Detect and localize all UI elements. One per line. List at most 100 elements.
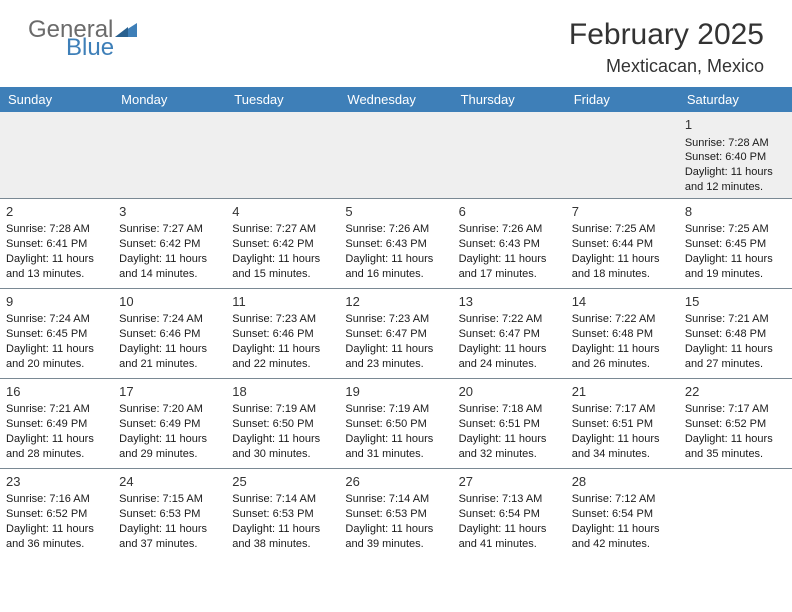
sunrise-text: Sunrise: 7:17 AM xyxy=(685,402,786,417)
calendar-cell: 22Sunrise: 7:17 AMSunset: 6:52 PMDayligh… xyxy=(679,378,792,468)
calendar-cell: 27Sunrise: 7:13 AMSunset: 6:54 PMDayligh… xyxy=(453,468,566,558)
day-number: 28 xyxy=(572,473,673,491)
day-number: 17 xyxy=(119,383,220,401)
calendar-row: 2Sunrise: 7:28 AMSunset: 6:41 PMDaylight… xyxy=(0,198,792,288)
daylight-text: Daylight: 11 hours and 23 minutes. xyxy=(345,342,446,372)
day-details: Sunrise: 7:26 AMSunset: 6:43 PMDaylight:… xyxy=(345,222,446,281)
sunrise-text: Sunrise: 7:23 AM xyxy=(345,312,446,327)
calendar-cell: 5Sunrise: 7:26 AMSunset: 6:43 PMDaylight… xyxy=(339,198,452,288)
sunrise-text: Sunrise: 7:23 AM xyxy=(232,312,333,327)
calendar-cell: 18Sunrise: 7:19 AMSunset: 6:50 PMDayligh… xyxy=(226,378,339,468)
sunset-text: Sunset: 6:49 PM xyxy=(119,417,220,432)
day-number: 20 xyxy=(459,383,560,401)
sunrise-text: Sunrise: 7:27 AM xyxy=(232,222,333,237)
sunrise-text: Sunrise: 7:18 AM xyxy=(459,402,560,417)
header: GeneralBlue February 2025 Mexticacan, Me… xyxy=(0,0,792,87)
day-details: Sunrise: 7:17 AMSunset: 6:51 PMDaylight:… xyxy=(572,402,673,461)
calendar-cell: 23Sunrise: 7:16 AMSunset: 6:52 PMDayligh… xyxy=(0,468,113,558)
sunset-text: Sunset: 6:46 PM xyxy=(232,327,333,342)
daylight-text: Daylight: 11 hours and 26 minutes. xyxy=(572,342,673,372)
calendar-cell: 20Sunrise: 7:18 AMSunset: 6:51 PMDayligh… xyxy=(453,378,566,468)
day-number: 18 xyxy=(232,383,333,401)
calendar-cell: 8Sunrise: 7:25 AMSunset: 6:45 PMDaylight… xyxy=(679,198,792,288)
sunrise-text: Sunrise: 7:19 AM xyxy=(232,402,333,417)
weekday-sunday: Sunday xyxy=(0,87,113,112)
day-number: 5 xyxy=(345,203,446,221)
day-number: 21 xyxy=(572,383,673,401)
daylight-text: Daylight: 11 hours and 28 minutes. xyxy=(6,432,107,462)
sunset-text: Sunset: 6:52 PM xyxy=(685,417,786,432)
day-details: Sunrise: 7:24 AMSunset: 6:46 PMDaylight:… xyxy=(119,312,220,371)
calendar-cell: 14Sunrise: 7:22 AMSunset: 6:48 PMDayligh… xyxy=(566,288,679,378)
daylight-text: Daylight: 11 hours and 38 minutes. xyxy=(232,522,333,552)
day-number: 4 xyxy=(232,203,333,221)
sunrise-text: Sunrise: 7:16 AM xyxy=(6,492,107,507)
day-details: Sunrise: 7:14 AMSunset: 6:53 PMDaylight:… xyxy=(232,492,333,551)
calendar-cell: 4Sunrise: 7:27 AMSunset: 6:42 PMDaylight… xyxy=(226,198,339,288)
sunrise-text: Sunrise: 7:28 AM xyxy=(685,136,786,151)
sunset-text: Sunset: 6:43 PM xyxy=(459,237,560,252)
sunrise-text: Sunrise: 7:15 AM xyxy=(119,492,220,507)
weekday-header-row: SundayMondayTuesdayWednesdayThursdayFrid… xyxy=(0,87,792,112)
sunset-text: Sunset: 6:50 PM xyxy=(345,417,446,432)
day-details: Sunrise: 7:23 AMSunset: 6:46 PMDaylight:… xyxy=(232,312,333,371)
location-subtitle: Mexticacan, Mexico xyxy=(569,56,764,77)
calendar-cell xyxy=(566,112,679,198)
sunrise-text: Sunrise: 7:27 AM xyxy=(119,222,220,237)
day-number: 15 xyxy=(685,293,786,311)
weekday-saturday: Saturday xyxy=(679,87,792,112)
day-number: 27 xyxy=(459,473,560,491)
sunset-text: Sunset: 6:49 PM xyxy=(6,417,107,432)
calendar-row: 23Sunrise: 7:16 AMSunset: 6:52 PMDayligh… xyxy=(0,468,792,558)
sunset-text: Sunset: 6:54 PM xyxy=(459,507,560,522)
calendar-cell xyxy=(113,112,226,198)
sunset-text: Sunset: 6:45 PM xyxy=(6,327,107,342)
daylight-text: Daylight: 11 hours and 42 minutes. xyxy=(572,522,673,552)
calendar-cell: 24Sunrise: 7:15 AMSunset: 6:53 PMDayligh… xyxy=(113,468,226,558)
daylight-text: Daylight: 11 hours and 27 minutes. xyxy=(685,342,786,372)
day-details: Sunrise: 7:18 AMSunset: 6:51 PMDaylight:… xyxy=(459,402,560,461)
daylight-text: Daylight: 11 hours and 41 minutes. xyxy=(459,522,560,552)
calendar-cell: 15Sunrise: 7:21 AMSunset: 6:48 PMDayligh… xyxy=(679,288,792,378)
calendar-cell: 25Sunrise: 7:14 AMSunset: 6:53 PMDayligh… xyxy=(226,468,339,558)
sunset-text: Sunset: 6:41 PM xyxy=(6,237,107,252)
day-details: Sunrise: 7:20 AMSunset: 6:49 PMDaylight:… xyxy=(119,402,220,461)
calendar-cell: 9Sunrise: 7:24 AMSunset: 6:45 PMDaylight… xyxy=(0,288,113,378)
daylight-text: Daylight: 11 hours and 31 minutes. xyxy=(345,432,446,462)
sunset-text: Sunset: 6:53 PM xyxy=(232,507,333,522)
sunset-text: Sunset: 6:47 PM xyxy=(459,327,560,342)
calendar-cell xyxy=(226,112,339,198)
sunrise-text: Sunrise: 7:26 AM xyxy=(345,222,446,237)
calendar-cell xyxy=(339,112,452,198)
day-details: Sunrise: 7:25 AMSunset: 6:44 PMDaylight:… xyxy=(572,222,673,281)
calendar-cell xyxy=(453,112,566,198)
day-number: 3 xyxy=(119,203,220,221)
day-details: Sunrise: 7:15 AMSunset: 6:53 PMDaylight:… xyxy=(119,492,220,551)
calendar-cell: 10Sunrise: 7:24 AMSunset: 6:46 PMDayligh… xyxy=(113,288,226,378)
daylight-text: Daylight: 11 hours and 19 minutes. xyxy=(685,252,786,282)
sunrise-text: Sunrise: 7:24 AM xyxy=(6,312,107,327)
calendar-cell: 12Sunrise: 7:23 AMSunset: 6:47 PMDayligh… xyxy=(339,288,452,378)
sunset-text: Sunset: 6:48 PM xyxy=(685,327,786,342)
sunrise-text: Sunrise: 7:25 AM xyxy=(572,222,673,237)
daylight-text: Daylight: 11 hours and 16 minutes. xyxy=(345,252,446,282)
daylight-text: Daylight: 11 hours and 22 minutes. xyxy=(232,342,333,372)
day-number: 16 xyxy=(6,383,107,401)
daylight-text: Daylight: 11 hours and 13 minutes. xyxy=(6,252,107,282)
sunset-text: Sunset: 6:44 PM xyxy=(572,237,673,252)
sunset-text: Sunset: 6:42 PM xyxy=(119,237,220,252)
sunrise-text: Sunrise: 7:25 AM xyxy=(685,222,786,237)
sunrise-text: Sunrise: 7:24 AM xyxy=(119,312,220,327)
calendar-cell xyxy=(0,112,113,198)
calendar-row: 9Sunrise: 7:24 AMSunset: 6:45 PMDaylight… xyxy=(0,288,792,378)
day-details: Sunrise: 7:19 AMSunset: 6:50 PMDaylight:… xyxy=(345,402,446,461)
sunset-text: Sunset: 6:51 PM xyxy=(572,417,673,432)
day-number: 1 xyxy=(685,116,786,134)
daylight-text: Daylight: 11 hours and 32 minutes. xyxy=(459,432,560,462)
day-details: Sunrise: 7:22 AMSunset: 6:47 PMDaylight:… xyxy=(459,312,560,371)
sunset-text: Sunset: 6:52 PM xyxy=(6,507,107,522)
weekday-tuesday: Tuesday xyxy=(226,87,339,112)
daylight-text: Daylight: 11 hours and 35 minutes. xyxy=(685,432,786,462)
calendar-cell: 3Sunrise: 7:27 AMSunset: 6:42 PMDaylight… xyxy=(113,198,226,288)
calendar-cell: 6Sunrise: 7:26 AMSunset: 6:43 PMDaylight… xyxy=(453,198,566,288)
